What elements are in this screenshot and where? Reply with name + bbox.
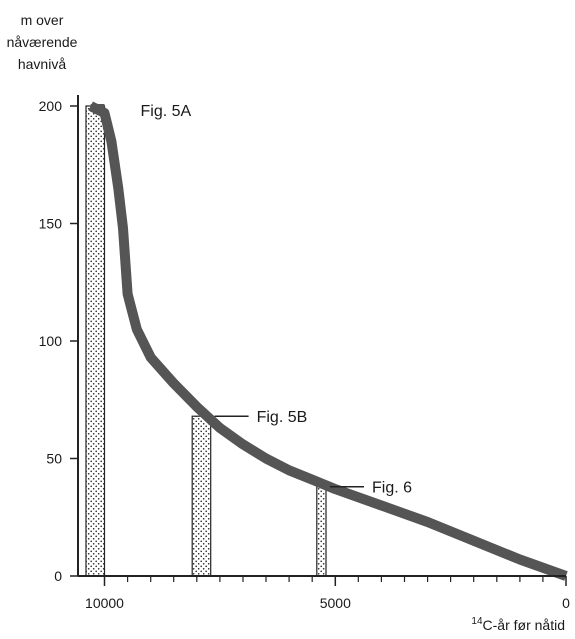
x-tick-label-5000: 5000 bbox=[320, 595, 351, 611]
shaded-bars bbox=[85, 105, 327, 577]
annotation-bar-1 bbox=[191, 415, 212, 577]
x-axis-label-main: C-år før nåtid bbox=[483, 617, 565, 633]
y-tick-label-150: 150 bbox=[39, 216, 63, 232]
y-axis-label-line-3: havnivå bbox=[18, 56, 66, 72]
shoreline-curve bbox=[88, 101, 568, 581]
y-tick-label-0: 0 bbox=[54, 568, 62, 584]
x-ticks: 10000 5000 0 bbox=[85, 576, 570, 611]
y-tick-label-100: 100 bbox=[39, 333, 63, 349]
y-tick-label-200: 200 bbox=[39, 98, 63, 114]
y-axis-label-line-1: m over bbox=[21, 12, 64, 28]
annotation-label-2: Fig. 6 bbox=[372, 480, 412, 497]
x-axis-label-superscript: 14 bbox=[471, 616, 483, 627]
annotation-label-1: Fig. 5B bbox=[257, 409, 308, 426]
x-tick-label-10000: 10000 bbox=[85, 595, 124, 611]
x-tick-label-0: 0 bbox=[562, 595, 570, 611]
y-ticks: 0 50 100 150 200 bbox=[39, 98, 78, 584]
annotation-leaders: Fig. 5A Fig. 5B Fig. 6 bbox=[90, 103, 412, 497]
annotation-bar-0 bbox=[85, 105, 106, 577]
curve-top-cap bbox=[90, 104, 105, 112]
annotation-bar-2 bbox=[316, 486, 327, 577]
annotation-label-0: Fig. 5A bbox=[141, 103, 192, 120]
y-axis-label-line-2: nåværende bbox=[7, 34, 78, 50]
y-tick-label-50: 50 bbox=[46, 451, 62, 467]
x-axis-label: 14C-år før nåtid bbox=[471, 616, 565, 633]
